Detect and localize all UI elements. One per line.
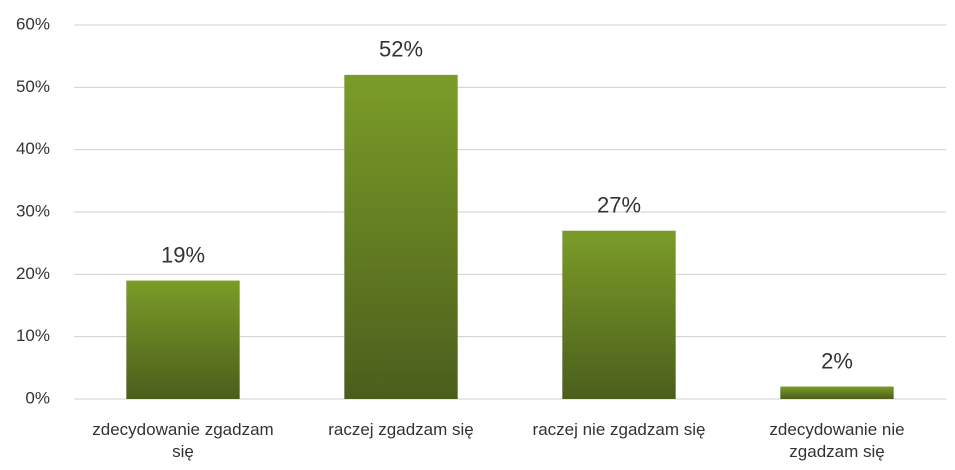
x-tick-label: raczej nie zgadzam się	[532, 420, 706, 439]
bar	[562, 230, 676, 399]
x-tick-label: zdecydowanie zgadzam się	[92, 420, 274, 461]
value-label: 2%	[821, 348, 853, 373]
bar	[344, 74, 458, 399]
y-tick-label: 20%	[16, 264, 50, 283]
value-label: 19%	[161, 242, 205, 267]
y-tick-label: 60%	[16, 14, 50, 33]
value-label: 52%	[379, 37, 423, 62]
x-tick-label: zdecydowanie nie zgadzam się	[769, 420, 905, 461]
bar	[780, 386, 894, 399]
y-tick-label: 0%	[25, 388, 50, 407]
y-tick-label: 50%	[16, 77, 50, 96]
y-tick-label: 40%	[16, 139, 50, 158]
x-tick-label: raczej zgadzam się	[328, 420, 474, 439]
y-tick-label: 10%	[16, 326, 50, 345]
value-label: 27%	[597, 193, 641, 218]
bar	[126, 280, 240, 399]
y-tick-label: 30%	[16, 201, 50, 220]
